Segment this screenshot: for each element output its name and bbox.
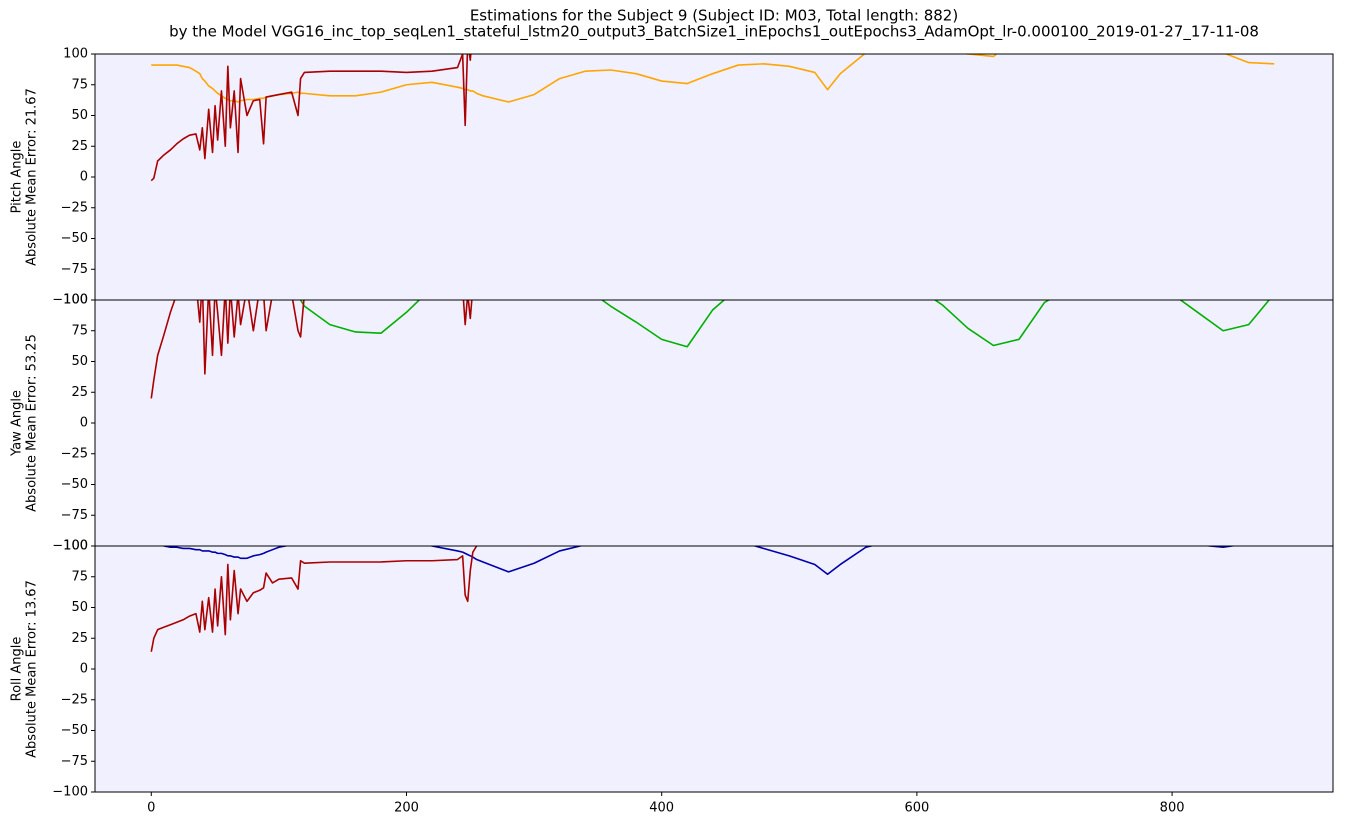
- y-tick-label: 50: [71, 600, 88, 615]
- plot-area: [150, 54, 1275, 182]
- y-axis-label: Yaw Angle: [10, 390, 25, 457]
- title-line: by the Model VGG16_inc_top_seqLen1_state…: [169, 23, 1259, 42]
- plot-area: [150, 300, 1271, 399]
- y-tick-label: 0: [80, 662, 88, 677]
- y-tick-label: 0: [80, 416, 88, 431]
- y-tick-label: 75: [71, 77, 88, 92]
- y-tick-label: −75: [61, 508, 88, 523]
- y-axis-label: Absolute Mean Error: 13.67: [25, 580, 40, 758]
- y-tick-label: 75: [71, 323, 88, 338]
- x-tick-label: 600: [904, 801, 929, 816]
- y-axis-label: Pitch Angle: [10, 141, 25, 214]
- y-tick-label: −25: [61, 200, 88, 215]
- y-tick-label: 25: [71, 631, 88, 646]
- y-tick-label: 25: [71, 139, 88, 154]
- y-tick-label: −75: [61, 262, 88, 277]
- title-line: Estimations for the Subject 9 (Subject I…: [470, 7, 958, 25]
- y-tick-label: −50: [61, 231, 88, 246]
- y-tick-label: −75: [61, 754, 88, 769]
- data-line: [150, 546, 478, 652]
- y-tick-label: 0: [80, 170, 88, 185]
- plot-area: [150, 546, 1238, 652]
- y-tick-label: −100: [52, 785, 88, 800]
- y-tick-label: 100: [63, 539, 88, 554]
- plot-background: [95, 300, 1333, 546]
- y-tick-label: 100: [63, 47, 88, 62]
- x-tick-label: 400: [649, 801, 674, 816]
- plot-background: [95, 54, 1333, 300]
- y-axis-label: Absolute Mean Error: 21.67: [25, 88, 40, 266]
- data-line: [151, 54, 1275, 103]
- x-tick-label: 200: [394, 801, 419, 816]
- x-tick-label: 800: [1160, 801, 1185, 816]
- plot-background: [95, 546, 1333, 792]
- y-axis-label: Roll Angle: [10, 637, 25, 702]
- y-tick-label: −25: [61, 692, 88, 707]
- y-tick-label: −50: [61, 477, 88, 492]
- y-tick-label: −100: [52, 539, 88, 554]
- y-tick-label: −50: [61, 723, 88, 738]
- data-line: [161, 546, 1238, 576]
- x-tick-label: 0: [147, 801, 155, 816]
- y-tick-label: 50: [71, 108, 88, 123]
- y-tick-label: −100: [52, 293, 88, 308]
- data-line: [150, 300, 473, 399]
- y-axis-label: Absolute Mean Error: 53.25: [25, 334, 40, 512]
- y-tick-label: 50: [71, 354, 88, 369]
- y-tick-label: 25: [71, 385, 88, 400]
- y-tick-label: 100: [63, 293, 88, 308]
- data-line: [299, 300, 1271, 348]
- data-line: [150, 54, 472, 182]
- y-tick-label: −25: [61, 446, 88, 461]
- y-tick-label: 75: [71, 569, 88, 584]
